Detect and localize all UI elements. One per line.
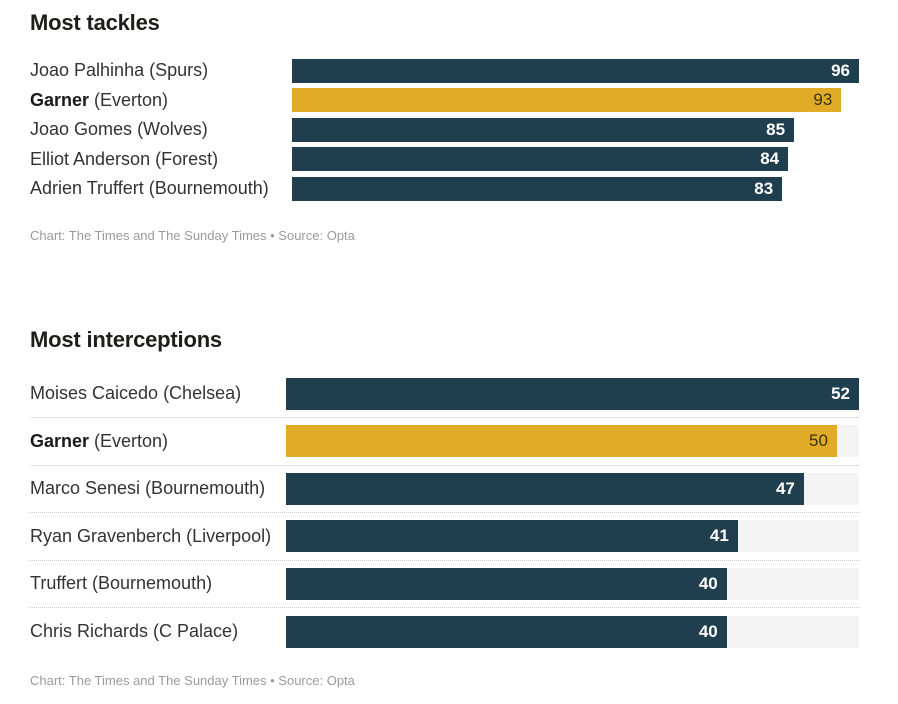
player-label: Marco Senesi (Bournemouth) — [30, 478, 286, 499]
chart-row-highlighted: Garner (Everton) 50 — [30, 418, 859, 466]
player-name: Moises Caicedo — [30, 383, 159, 404]
bar-value-label: 85 — [766, 119, 786, 139]
value-bar: 85 — [292, 117, 795, 142]
chart-credit: Chart: The Times and The Sunday Times • … — [30, 672, 355, 688]
player-team: (Bournemouth) — [87, 573, 213, 594]
player-label: Joao Gomes (Wolves) — [30, 119, 292, 140]
player-name: Joao Gomes — [30, 119, 133, 140]
bar-track: 96 — [292, 58, 859, 83]
player-label: Moises Caicedo (Chelsea) — [30, 383, 286, 404]
player-team: (Wolves) — [132, 119, 208, 140]
bar-track: 47 — [286, 472, 859, 505]
player-label: Ryan Gravenberch (Liverpool) — [30, 526, 286, 547]
player-team: (Liverpool) — [181, 525, 272, 546]
bar-value-label: 96 — [831, 60, 850, 80]
bar-value-label: 41 — [709, 526, 729, 546]
bar-value-label: 84 — [760, 149, 780, 169]
chart-credit: Chart: The Times and The Sunday Times • … — [30, 227, 355, 243]
player-name: Marco Senesi — [30, 478, 141, 499]
chart-row: Joao Palhinha (Spurs) 96 — [30, 56, 859, 86]
bar-track: 40 — [286, 615, 859, 648]
chart-row: Marco Senesi (Bournemouth) 47 — [30, 466, 859, 513]
bar-track: 40 — [286, 567, 859, 600]
bar-value-label: 40 — [698, 621, 718, 641]
player-name: Chris Richards — [30, 621, 149, 642]
value-bar: 83 — [292, 176, 783, 201]
chart-panel: Most tackles Joao Palhinha (Spurs) 96 Ga… — [30, 10, 859, 688]
value-bar-highlighted: 93 — [292, 88, 842, 113]
player-name: Truffert — [30, 573, 88, 594]
player-label: Joao Palhinha (Spurs) — [30, 60, 292, 81]
value-bar: 41 — [286, 520, 738, 553]
player-team: (Bournemouth) — [140, 478, 266, 499]
player-name: Elliot Anderson — [30, 148, 151, 169]
bar-value-label: 40 — [698, 573, 718, 593]
player-team: (C Palace) — [148, 621, 239, 642]
player-team: (Forest) — [150, 148, 219, 169]
value-bar: 84 — [292, 147, 789, 172]
chart-row-highlighted: Garner (Everton) 93 — [30, 86, 859, 116]
bar-track: 52 — [286, 377, 859, 410]
value-bar-highlighted: 50 — [286, 425, 837, 458]
bar-rows: Moises Caicedo (Chelsea) 52 Garner (Ever… — [30, 371, 859, 656]
chart-row: Truffert (Bournemouth) 40 — [30, 561, 859, 608]
bar-track: 93 — [292, 88, 859, 113]
bar-rows: Joao Palhinha (Spurs) 96 Garner (Everton… — [30, 56, 859, 204]
chart-row: Adrien Truffert (Bournemouth) 83 — [30, 174, 859, 204]
player-name: Ryan Gravenberch — [30, 525, 182, 546]
bar-value-label: 50 — [809, 431, 828, 451]
chart-most-interceptions: Most interceptions Moises Caicedo (Chels… — [30, 327, 859, 688]
player-name: Adrien Truffert — [30, 178, 144, 199]
player-label: Truffert (Bournemouth) — [30, 573, 286, 594]
player-name: Joao Palhinha — [30, 60, 145, 81]
value-bar: 40 — [286, 615, 727, 648]
player-label: Garner (Everton) — [30, 431, 286, 452]
bar-track: 41 — [286, 520, 859, 553]
player-label: Elliot Anderson (Forest) — [30, 149, 292, 170]
value-bar: 52 — [286, 377, 859, 410]
player-team: (Bournemouth) — [143, 178, 269, 199]
player-team: (Spurs) — [144, 60, 209, 81]
player-label: Chris Richards (C Palace) — [30, 621, 286, 642]
chart-row: Chris Richards (C Palace) 40 — [30, 608, 859, 656]
player-name: Garner — [30, 89, 90, 110]
chart-row: Moises Caicedo (Chelsea) 52 — [30, 371, 859, 418]
chart-title: Most interceptions — [30, 326, 222, 352]
bar-value-label: 47 — [775, 478, 795, 498]
player-label: Adrien Truffert (Bournemouth) — [30, 178, 292, 199]
chart-title: Most tackles — [30, 10, 160, 35]
chart-row: Joao Gomes (Wolves) 85 — [30, 115, 859, 145]
player-team: (Chelsea) — [158, 383, 242, 404]
value-bar: 40 — [286, 567, 727, 600]
value-bar: 47 — [286, 472, 804, 505]
bar-value-label: 93 — [813, 90, 833, 110]
player-name: Garner — [30, 430, 90, 451]
bar-track: 85 — [292, 117, 859, 142]
bar-value-label: 83 — [754, 178, 774, 198]
bar-track: 83 — [292, 176, 859, 201]
chart-row: Ryan Gravenberch (Liverpool) 41 — [30, 513, 859, 561]
player-label: Garner (Everton) — [30, 90, 292, 111]
bar-track: 84 — [292, 147, 859, 172]
player-team: (Everton) — [89, 430, 169, 451]
value-bar: 96 — [292, 58, 859, 83]
chart-row: Elliot Anderson (Forest) 84 — [30, 145, 859, 175]
player-team: (Everton) — [89, 89, 169, 110]
bar-track: 50 — [286, 425, 859, 458]
bar-value-label: 52 — [831, 383, 850, 403]
chart-most-tackles: Most tackles Joao Palhinha (Spurs) 96 Ga… — [30, 10, 859, 243]
